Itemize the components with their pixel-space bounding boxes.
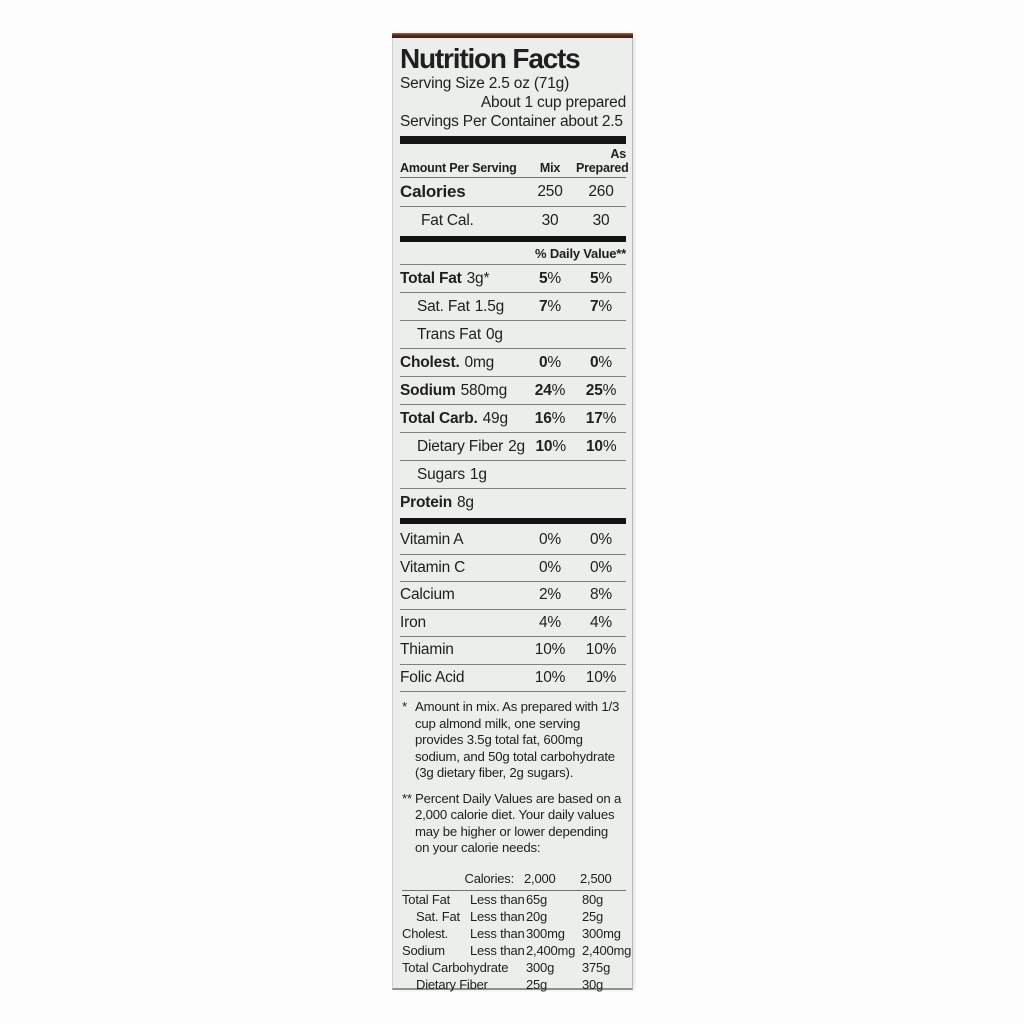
box-top-edge xyxy=(392,33,633,38)
footnote-mix: * Amount in mix. As prepared with 1/3 cu… xyxy=(402,699,620,780)
row-vitamin-a: Vitamin A 0% 0% xyxy=(400,530,612,548)
servings-per-container: Servings Per Container about 2.5 xyxy=(400,113,623,130)
row-sugars: Sugars 1g xyxy=(400,460,626,488)
row-thiamin: Thiamin 10% 10% xyxy=(400,636,626,664)
row-total-carb: Total Carb. 49g 16% 17% xyxy=(400,404,626,432)
serving-size: Serving Size 2.5 oz (71g) xyxy=(400,75,570,92)
nutrition-facts-panel: Nutrition Facts Serving Size 2.5 oz (71g… xyxy=(392,33,633,993)
row-calcium: Calcium 2% 8% xyxy=(400,581,626,609)
row-dietary-fiber: Dietary Fiber 2g 10% 10% xyxy=(400,432,626,460)
divider-thick xyxy=(400,236,626,242)
row-folic-acid: Folic Acid 10% 10% xyxy=(400,663,626,692)
daily-values-table-header: Calories: 2,000 2,500 xyxy=(402,870,626,891)
row-iron: Iron 4% 4% xyxy=(400,608,626,637)
dv-row-total-carbohydrate: Total Carbohydrate 300g 375g xyxy=(402,959,611,975)
as-prepared-column-header: As Prepared xyxy=(576,147,629,175)
row-protein: Protein 8g xyxy=(400,488,626,516)
footnote-daily-values: ** Percent Daily Values are based on a 2… xyxy=(402,790,622,856)
nutrition-facts-title: Nutrition Facts xyxy=(400,43,581,74)
dv-row-sodium: Sodium Less than 2,400mg 2,400mg xyxy=(402,942,632,958)
dv-row-dietary-fiber: Dietary Fiber 25g 30g xyxy=(416,976,604,992)
row-fat-calories: Fat Cal. 30 30 xyxy=(400,206,626,234)
daily-values-table: Calories: 2,000 2,500 Total Fat Less tha… xyxy=(400,870,632,993)
dv-row-total-fat: Total Fat Less than 65g 80g xyxy=(402,891,604,907)
row-cholesterol: Cholest. 0mg 0% 0% xyxy=(400,348,626,376)
row-vitamin-c: Vitamin C 0% 0% xyxy=(400,553,626,582)
row-total-fat: Total Fat 3g* 5% 5% xyxy=(400,264,626,292)
column-header-row: Amount Per Serving Mix As Prepared xyxy=(400,144,629,178)
row-calories: Calories 250 260 xyxy=(400,182,614,201)
footnotes: * Amount in mix. As prepared with 1/3 cu… xyxy=(400,691,626,870)
dv-row-cholesterol: Cholest. Less than 300mg 300mg xyxy=(402,925,621,941)
amount-per-serving-header: Amount Per Serving xyxy=(400,161,517,175)
divider-thick xyxy=(400,518,626,524)
serving-prepared: About 1 cup prepared xyxy=(480,94,626,111)
mix-column-header: Mix xyxy=(539,161,561,175)
dv-row-sat-fat: Sat. Fat Less than 20g 25g xyxy=(416,908,604,924)
row-sodium: Sodium 580mg 24% 25% xyxy=(400,376,626,404)
row-sat-fat: Sat. Fat 1.5g 7% 7% xyxy=(400,292,626,320)
divider-thick xyxy=(400,136,626,144)
row-trans-fat: Trans Fat 0g xyxy=(400,320,626,348)
daily-value-heading: % Daily Value** xyxy=(535,246,626,261)
